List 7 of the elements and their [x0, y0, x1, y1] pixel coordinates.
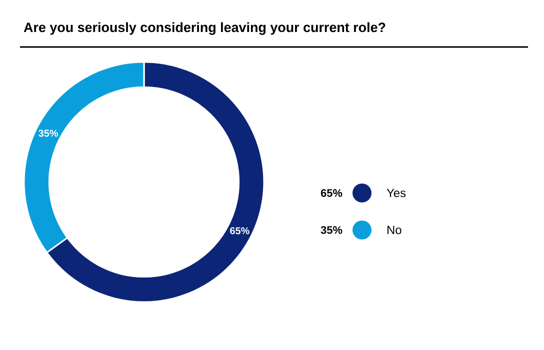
chart-title: Are you seriously considering leaving your current role?: [24, 22, 386, 35]
data-label: 65%: [230, 227, 250, 234]
text: 65%: [320, 189, 342, 197]
text: 35%: [320, 226, 342, 234]
legend-label: No: [388, 226, 402, 234]
legend-label: Yes: [386, 188, 406, 198]
data-label: 35%: [38, 130, 58, 137]
